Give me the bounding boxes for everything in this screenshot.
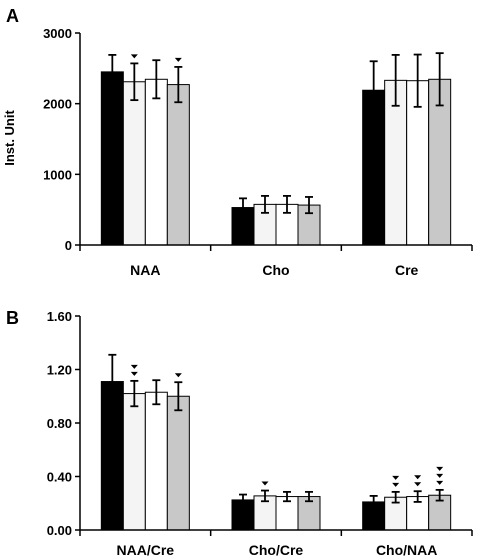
panel-b-significance-marker: [261, 481, 269, 486]
panel-b-y-tick-label: 0.80: [47, 416, 72, 431]
panel-a-bar: [144, 78, 168, 246]
panel-a-y-axis-label: Inst. Unit: [2, 110, 17, 166]
panel-b-bar: [122, 393, 146, 531]
panel-b-letter: B: [6, 308, 19, 328]
panel-b-significance-marker: [130, 371, 138, 376]
panel-a-bar: [166, 84, 190, 246]
panel-b-significance-marker: [392, 482, 400, 487]
panel-a-letter: A: [6, 6, 19, 26]
panel-a-y-tick-label: 3000: [43, 26, 72, 41]
panel-a-category-label: NAA: [130, 262, 160, 278]
panel-a-category-label: Cho: [262, 262, 289, 278]
panel-a-significance-marker: [130, 54, 138, 59]
panel-a-category-label: Cre: [395, 262, 419, 278]
panel-b-significance-marker: [130, 364, 138, 369]
panel-a-significance-marker: [174, 57, 182, 62]
panel-a-y-tick-label: 1000: [43, 167, 72, 182]
panel-b-bar: [144, 391, 168, 531]
panel-a: A Inst. Unit 0 1000 2000 3000 NAA Cho Cre: [2, 6, 473, 278]
panel-b-significance-marker: [392, 475, 400, 480]
panel-b-significance-marker: [436, 466, 444, 471]
panel-b-significance-marker: [436, 480, 444, 485]
panel-a-bar: [122, 81, 146, 246]
panel-a-bar: [100, 71, 124, 246]
panel-b-y-tick-label: 1.60: [47, 309, 72, 324]
panel-b-y-tick-label: 1.20: [47, 363, 72, 378]
panel-b-category-label: Cho/Cre: [249, 542, 304, 558]
panel-b: B 0.00 0.40 0.80 1.20 1.60 NAA/Cre Cho/Cre Cho/…: [6, 308, 473, 558]
panel-b-category-label: Cho/NAA: [376, 542, 437, 558]
panel-b-significance-marker: [414, 475, 422, 480]
panel-b-significance-marker: [414, 482, 422, 487]
panel-a-y-tick-label: 0: [65, 238, 72, 253]
panel-b-category-label: NAA/Cre: [117, 542, 175, 558]
panel-b-significance-marker: [436, 473, 444, 478]
panel-b-bar: [166, 395, 190, 531]
panel-b-significance-marker: [174, 373, 182, 378]
panel-a-y-tick-label: 2000: [43, 97, 72, 112]
panel-b-y-tick-label: 0.40: [47, 470, 72, 485]
panel-b-y-tick-label: 0.00: [47, 523, 72, 538]
